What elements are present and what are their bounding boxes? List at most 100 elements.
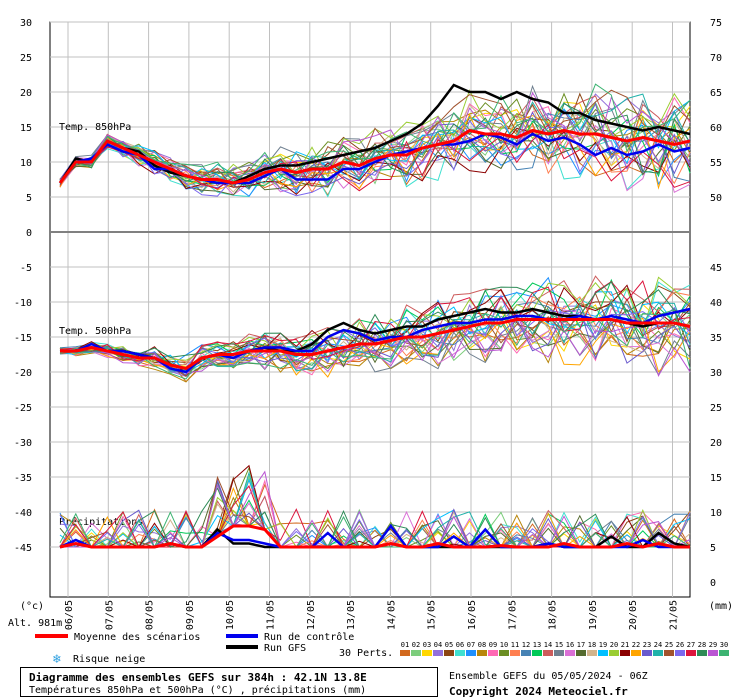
- mean-line-precip: [59, 524, 690, 549]
- pert-swatch: [510, 650, 520, 656]
- pert-number: 08: [478, 641, 486, 649]
- y-tick-left: -30: [14, 438, 32, 449]
- y-tick-left: 30: [20, 18, 32, 29]
- pert-number: 30: [720, 641, 728, 649]
- legend-snow-label: Risque neige: [73, 654, 145, 665]
- pert-number: 13: [533, 641, 541, 649]
- pert-swatch: [554, 650, 564, 656]
- pert-number: 16: [566, 641, 574, 649]
- y-tick-right: 0: [710, 578, 716, 589]
- date-tick-label: 14/05: [386, 600, 397, 630]
- y-tick-right: 75: [710, 18, 722, 29]
- pert-swatch: [675, 650, 685, 656]
- date-tick-label: 21/05: [669, 600, 680, 630]
- date-tick-label: 13/05: [346, 600, 357, 630]
- date-tick-label: 08/05: [145, 600, 156, 630]
- pert-swatch: [543, 650, 553, 656]
- date-tick-label: 10/05: [225, 600, 236, 630]
- ensemble-member-t500: [59, 281, 691, 358]
- legend-gfs-label: Run GFS: [264, 643, 306, 654]
- pert-swatch: [697, 650, 707, 656]
- pert-number: 21: [621, 641, 629, 649]
- y-tick-left: -10: [14, 298, 32, 309]
- pert-number: 29: [709, 641, 717, 649]
- y-tick-right: 55: [710, 158, 722, 169]
- ensemble-member-t500: [59, 307, 691, 376]
- pert-number: 12: [522, 641, 530, 649]
- date-tick-label: 18/05: [548, 600, 559, 630]
- pert-number: 02: [412, 641, 420, 649]
- y-tick-right: 25: [710, 403, 722, 414]
- pert-swatch: [477, 650, 487, 656]
- y-tick-left: -25: [14, 403, 32, 414]
- mean-line-t850: [58, 128, 691, 185]
- date-tick-label: 07/05: [104, 600, 115, 630]
- y-tick-right: 65: [710, 88, 722, 99]
- y-tick-right: 50: [710, 193, 722, 204]
- pert-swatch: [499, 650, 509, 656]
- date-tick-label: 11/05: [266, 600, 277, 630]
- y-tick-right: 40: [710, 298, 722, 309]
- y-tick-right: 30: [710, 368, 722, 379]
- date-tick-label: 19/05: [588, 600, 599, 630]
- pert-swatch: [411, 650, 421, 656]
- date-tick-label: 20/05: [628, 600, 639, 630]
- legend-mean-label: Moyenne des scénarios: [74, 631, 200, 643]
- pert-swatch: [719, 650, 729, 656]
- mean-line-t500: [60, 318, 691, 371]
- unit-left: (°c): [20, 601, 44, 612]
- date-tick-label: 12/05: [306, 600, 317, 630]
- ensemble-member-t850: [59, 102, 691, 189]
- ensemble-member-t850: [59, 91, 691, 186]
- pert-number: 20: [610, 641, 618, 649]
- pert-number: 06: [456, 641, 464, 649]
- y-tick-right: 35: [710, 333, 722, 344]
- pert-swatch: [532, 650, 542, 656]
- pert-number: 11: [511, 641, 519, 649]
- pert-number: 18: [588, 641, 596, 649]
- pert-number: 23: [643, 641, 651, 649]
- pert-number: 05: [445, 641, 453, 649]
- pert-number: 14: [544, 641, 552, 649]
- y-tick-right: 60: [710, 123, 722, 134]
- y-tick-left: -35: [14, 473, 32, 484]
- y-tick-left: 15: [20, 123, 32, 134]
- y-tick-left: 0: [26, 228, 32, 239]
- y-tick-left: 25: [20, 53, 32, 64]
- pert-swatch: [609, 650, 619, 656]
- pert-number: 19: [599, 641, 607, 649]
- pert-swatch: [620, 650, 630, 656]
- pert-swatch: [653, 650, 663, 656]
- copyright: Copyright 2024 Meteociel.fr: [449, 685, 628, 698]
- pert-swatch: [400, 650, 410, 656]
- date-tick-label: 15/05: [427, 600, 438, 630]
- pert-swatch: [422, 650, 432, 656]
- pert-swatch: [521, 650, 531, 656]
- pert-swatch: [631, 650, 641, 656]
- y-tick-left: -45: [14, 543, 32, 554]
- pert-swatch: [576, 650, 586, 656]
- t850-label: Temp. 850hPa: [59, 122, 131, 133]
- pert-number: 07: [467, 641, 475, 649]
- ensemble-member-t850: [59, 119, 691, 197]
- y-tick-right: 10: [710, 508, 722, 519]
- diagram-title: Diagramme des ensembles GEFS sur 384h : …: [29, 671, 367, 684]
- date-tick-label: 17/05: [507, 600, 518, 630]
- pert-number: 04: [434, 641, 442, 649]
- pert-swatch: [455, 650, 465, 656]
- pert-number: 28: [698, 641, 706, 649]
- diagram-subtitle: Températures 850hPa et 500hPa (°C) , pré…: [29, 685, 367, 696]
- pert-number: 10: [500, 641, 508, 649]
- pert-number: 26: [676, 641, 684, 649]
- pert-swatch: [488, 650, 498, 656]
- date-tick-label: 09/05: [185, 600, 196, 630]
- y-tick-right: 45: [710, 263, 722, 274]
- pert-swatch: [444, 650, 454, 656]
- y-tick-left: 10: [20, 158, 32, 169]
- pert-number: 25: [665, 641, 673, 649]
- pert-swatch: [565, 650, 575, 656]
- pert-number: 09: [489, 641, 497, 649]
- pert-swatch: [708, 650, 718, 656]
- pert-number: 22: [632, 641, 640, 649]
